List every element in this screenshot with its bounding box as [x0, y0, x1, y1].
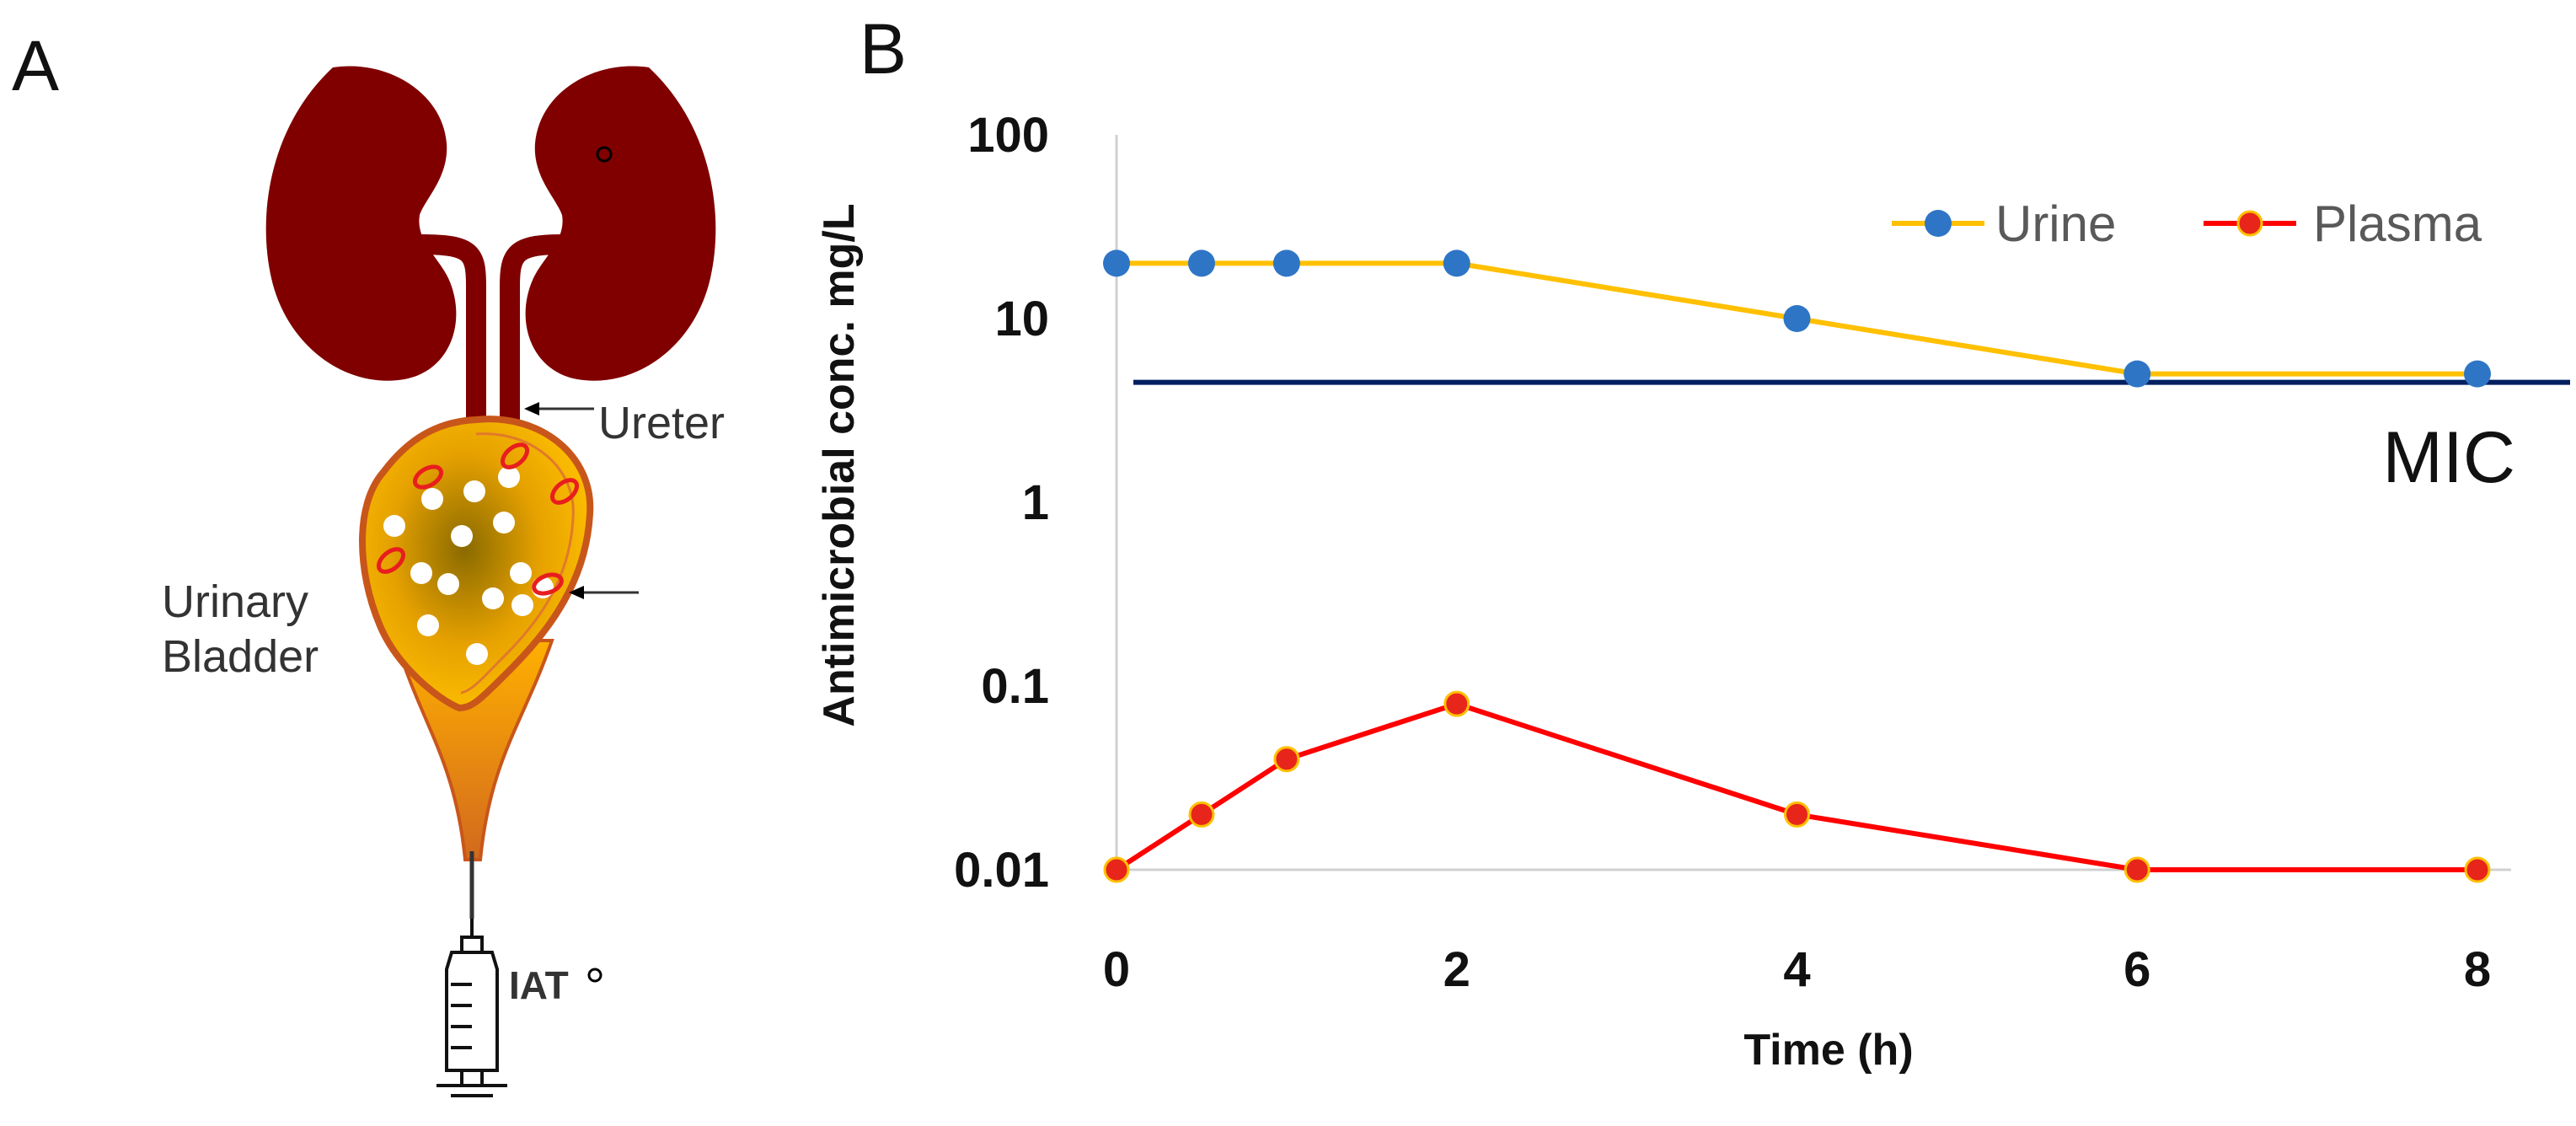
ureter-label: Ureter	[598, 398, 726, 448]
urine-data-point	[1783, 305, 1811, 332]
plasma-series-line	[1115, 700, 2477, 872]
iat-label: IAT	[509, 963, 569, 1007]
right-kidney	[525, 66, 716, 381]
y-tick-labels: 0.01 0.1 1 10 100	[954, 108, 1049, 898]
plasma-data-point	[1784, 801, 1810, 828]
drug-particles	[383, 466, 554, 665]
bladder-label: Urinary Bladder	[162, 575, 319, 684]
bladder-label-line1: Urinary	[162, 576, 309, 627]
syringe-icon	[436, 919, 507, 1097]
x-axis-label: Time (h)	[1743, 1026, 1913, 1075]
mic-label: MIC	[2382, 417, 2515, 498]
plasma-data-point	[1103, 856, 1130, 883]
x-tick-labels: 0 2 4 6 8	[1103, 942, 2491, 997]
urine-data-point	[2123, 360, 2151, 388]
plasma-data-point	[2464, 856, 2491, 883]
legend-urine-label: Urine	[1995, 196, 2116, 252]
legend-plasma-marker	[2236, 210, 2263, 237]
x-tick-label: 4	[1783, 942, 1810, 997]
y-tick-label: 100	[967, 108, 1049, 163]
kidney-dot-icon	[596, 146, 613, 163]
bacteria	[376, 442, 580, 596]
urine-data-point	[2464, 360, 2491, 388]
urine-data-point	[1272, 249, 1300, 277]
plasma-data-point	[2123, 856, 2150, 883]
chart-legend: Urine Plasma	[1892, 196, 2482, 252]
bladder-label-line2: Bladder	[162, 630, 319, 682]
x-tick-label: 8	[2464, 942, 2491, 997]
urine-data-point	[1103, 249, 1130, 277]
x-tick-label: 2	[1443, 942, 1470, 997]
iat-dot-icon	[587, 968, 602, 983]
y-axis-label: Antimicrobial conc. mg/L	[815, 203, 864, 727]
plasma-data-point	[1443, 690, 1470, 717]
y-tick-label: 1	[1022, 475, 1049, 530]
y-tick-label: 0.01	[954, 843, 1049, 898]
urinary-bladder	[359, 416, 594, 712]
panel-a-label: A	[12, 26, 60, 105]
plasma-data-point	[1273, 746, 1300, 773]
y-tick-label: 0.1	[981, 659, 1049, 714]
ureter-arrow-head	[524, 402, 539, 416]
left-ureter	[420, 234, 486, 421]
concentration-chart: 0.01 0.1 1 10 100 0 2 4 6 8 MIC Antimicrobial co…	[815, 108, 2570, 1075]
x-tick-label: 0	[1103, 942, 1130, 997]
y-tick-label: 10	[994, 292, 1049, 346]
bladder-arrow-head	[569, 586, 584, 599]
anatomy-illustration	[265, 66, 716, 1097]
right-ureter	[500, 234, 564, 421]
plasma-data-point	[1188, 801, 1215, 828]
series-group	[1103, 249, 2491, 883]
legend-plasma-label: Plasma	[2313, 196, 2482, 252]
left-kidney	[265, 66, 457, 381]
urine-data-point	[1443, 249, 1470, 277]
x-tick-label: 6	[2123, 942, 2150, 997]
panel-b-label: B	[860, 9, 908, 88]
bladder-inner-contour	[460, 432, 575, 694]
urine-data-point	[1187, 249, 1215, 277]
legend-urine-marker	[1925, 210, 1952, 237]
